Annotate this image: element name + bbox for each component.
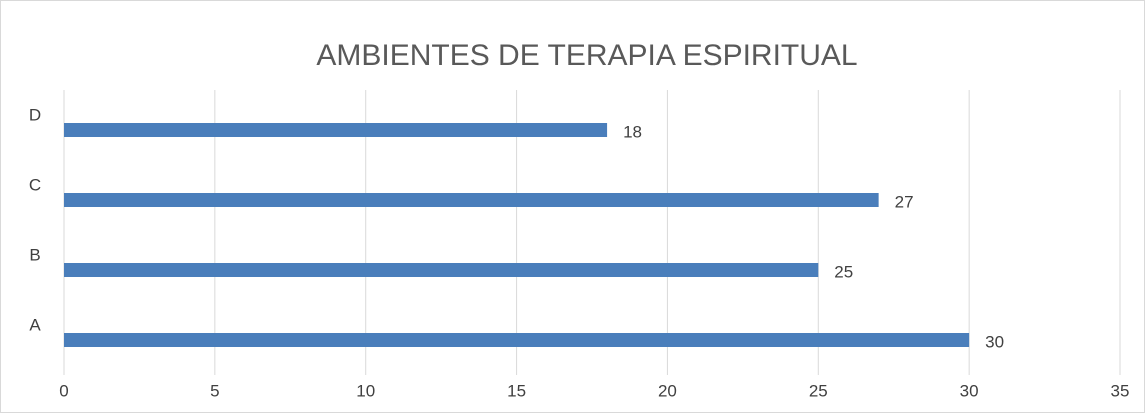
bar [64,263,819,277]
x-tick-label: 0 [59,381,68,400]
y-tick-label: B [29,245,40,264]
data-label: 18 [623,122,642,141]
y-tick-label: D [29,105,41,124]
bar [64,333,970,347]
x-tick-label: 20 [658,381,677,400]
data-label: 27 [895,192,914,211]
x-tick-label: 25 [809,381,828,400]
chart-title: AMBIENTES DE TERAPIA ESPIRITUAL [316,39,857,72]
data-label: 30 [985,332,1004,351]
x-tick-label: 5 [210,381,219,400]
bar [64,123,608,137]
x-tick-label: 15 [507,381,526,400]
y-tick-label: A [29,315,41,334]
bar [64,193,879,207]
x-tick-label: 35 [1111,381,1130,400]
y-tick-label: C [29,175,41,194]
data-label: 25 [834,262,853,281]
x-tick-label: 10 [356,381,375,400]
x-tick-label: 30 [960,381,979,400]
